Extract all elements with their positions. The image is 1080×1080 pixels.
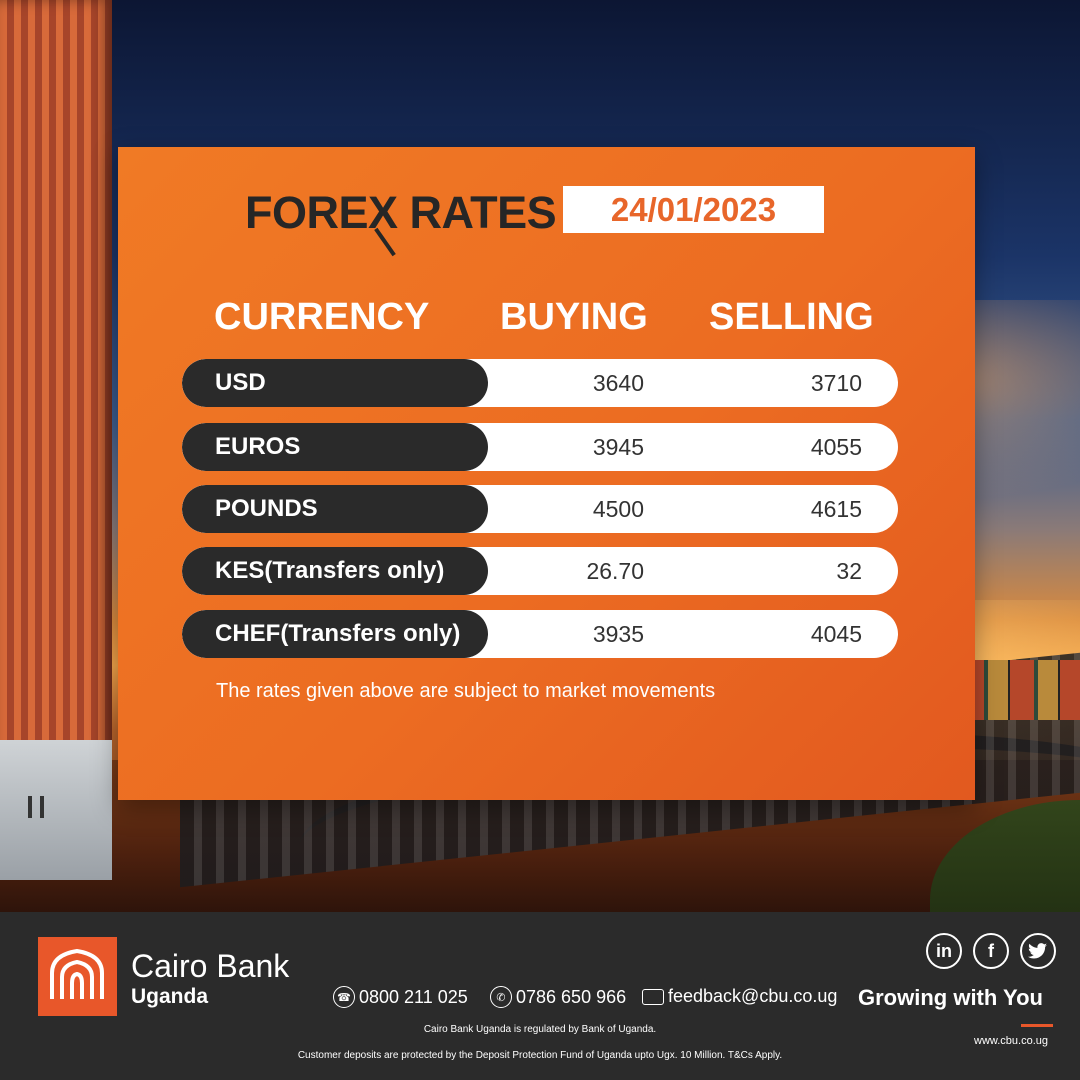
email-contact[interactable]: feedback@cbu.co.ug bbox=[642, 986, 837, 1007]
brand-name: Cairo Bank bbox=[131, 948, 290, 984]
deposit-protection-notice: Customer deposits are protected by the D… bbox=[297, 1050, 783, 1061]
brand-subtitle: Uganda bbox=[131, 985, 209, 1008]
buying-rate: 3945 bbox=[592, 433, 644, 460]
regulation-notice: Cairo Bank Uganda is regulated by Bank o… bbox=[423, 1024, 657, 1035]
rate-row-euros: EUROS 3945 4055 bbox=[182, 423, 898, 471]
currency-label: USD bbox=[182, 359, 488, 407]
facebook-icon[interactable]: f bbox=[973, 933, 1009, 969]
phone-icon: ☎ bbox=[333, 986, 355, 1008]
phone-number: 0800 211 025 bbox=[359, 986, 468, 1007]
column-header-currency: CURRENCY bbox=[214, 296, 430, 338]
buying-rate: 3640 bbox=[592, 369, 644, 396]
page-title: FOREX RATES bbox=[245, 187, 557, 238]
mail-icon bbox=[642, 988, 664, 1005]
whatsapp-contact[interactable]: ✆ 0786 650 966 bbox=[490, 986, 626, 1008]
column-header-selling: SELLING bbox=[709, 296, 874, 338]
twitter-icon[interactable] bbox=[1020, 933, 1056, 969]
email-address: feedback@cbu.co.ug bbox=[668, 986, 838, 1006]
currency-label: POUNDS bbox=[182, 485, 488, 533]
rate-row-chef: CHEF(Transfers only) 3935 4045 bbox=[182, 610, 898, 658]
column-header-buying: BUYING bbox=[500, 296, 648, 338]
rate-row-usd: USD 3640 3710 bbox=[182, 359, 898, 407]
container-base bbox=[0, 740, 112, 880]
buying-rate: 3935 bbox=[592, 620, 644, 647]
container-slot bbox=[28, 796, 32, 818]
buying-rate: 4500 bbox=[592, 495, 644, 522]
brand-tagline: Growing with You bbox=[858, 985, 1043, 1010]
rates-panel bbox=[118, 147, 975, 800]
buying-rate: 26.70 bbox=[586, 557, 644, 584]
rate-row-kes: KES(Transfers only) 26.70 32 bbox=[182, 547, 898, 595]
footer-bar bbox=[0, 912, 1080, 1080]
whatsapp-number: 0786 650 966 bbox=[516, 986, 627, 1007]
rates-disclaimer: The rates given above are subject to mar… bbox=[216, 680, 716, 702]
cairo-bank-logo-icon bbox=[38, 937, 117, 1016]
currency-label: KES(Transfers only) bbox=[182, 547, 488, 595]
tagline-underline bbox=[1021, 1024, 1053, 1027]
distant-train bbox=[960, 660, 1080, 720]
selling-rate: 32 bbox=[836, 557, 862, 584]
shipping-container bbox=[0, 0, 112, 880]
currency-label: CHEF(Transfers only) bbox=[182, 610, 488, 658]
currency-label: EUROS bbox=[182, 423, 488, 471]
selling-rate: 4045 bbox=[810, 620, 862, 647]
phone-contact[interactable]: ☎ 0800 211 025 bbox=[333, 986, 468, 1008]
rate-row-pounds: POUNDS 4500 4615 bbox=[182, 485, 898, 533]
selling-rate: 3710 bbox=[810, 369, 862, 396]
whatsapp-icon: ✆ bbox=[490, 986, 512, 1008]
selling-rate: 4615 bbox=[810, 495, 862, 522]
date-badge: 24/01/2023 bbox=[563, 186, 824, 233]
website-link[interactable]: www.cbu.co.ug bbox=[974, 1035, 1048, 1047]
linkedin-icon[interactable]: in bbox=[926, 933, 962, 969]
container-slot bbox=[40, 796, 44, 818]
selling-rate: 4055 bbox=[810, 433, 862, 460]
